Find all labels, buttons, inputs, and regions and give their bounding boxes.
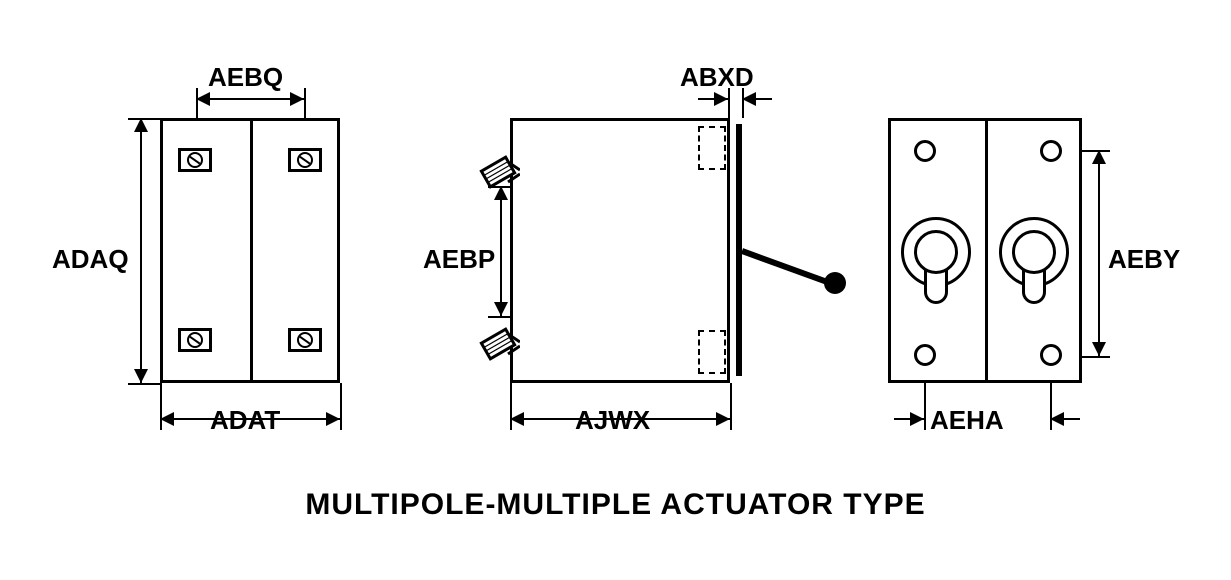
dim-label-aebq: AEBQ xyxy=(208,62,283,93)
mounting-hole xyxy=(1040,344,1062,366)
dim-aebp-line xyxy=(500,186,502,316)
front-view-split xyxy=(985,118,988,383)
dim-adat-line xyxy=(160,418,340,420)
dim-abxd-ext xyxy=(728,88,730,118)
toggle-knob-cap xyxy=(1012,230,1056,274)
dim-aebp-arrow xyxy=(494,302,508,316)
dim-ajwx-line xyxy=(510,418,730,420)
dim-aeby-line xyxy=(1098,150,1100,356)
dim-label-aeby: AEBY xyxy=(1108,244,1180,275)
dim-adat-arrow xyxy=(326,412,340,426)
dim-adat-ext xyxy=(340,383,342,430)
dim-adaq-line xyxy=(140,118,142,383)
mount-recess xyxy=(698,330,726,374)
dim-label-adaq: ADAQ xyxy=(52,244,129,275)
dim-ajwx-ext xyxy=(730,383,732,430)
dim-aeha-arrow xyxy=(1050,412,1064,426)
dim-adaq-ext xyxy=(128,383,160,385)
mounting-hole xyxy=(914,344,936,366)
side-view-outline xyxy=(510,118,730,383)
screw-terminal xyxy=(288,328,322,352)
dim-adaq-arrow xyxy=(134,369,148,383)
mounting-hole xyxy=(1040,140,1062,162)
toggle-lever xyxy=(741,248,830,285)
screw-terminal xyxy=(178,328,212,352)
screw-terminal xyxy=(288,148,322,172)
dim-aeby-arrow xyxy=(1092,150,1106,164)
dim-adat-arrow xyxy=(160,412,174,426)
rear-view-split xyxy=(250,118,253,383)
dim-label-aebp: AEBP xyxy=(423,244,495,275)
toggle-lever-ball xyxy=(824,272,846,294)
dim-aebp-ext xyxy=(488,316,512,318)
dim-ajwx-arrow xyxy=(510,412,524,426)
diagram-title: MULTIPOLE-MULTIPLE ACTUATOR TYPE xyxy=(0,488,1231,522)
dim-aebq-ext xyxy=(304,88,306,118)
dim-aeby-arrow xyxy=(1092,342,1106,356)
toggle-knob-cap xyxy=(914,230,958,274)
mount-recess xyxy=(698,126,726,170)
dim-aebp-arrow xyxy=(494,186,508,200)
dim-label-aeha: AEHA xyxy=(930,405,1004,436)
dim-abxd-arrow xyxy=(742,92,756,106)
dim-aeha-arrow xyxy=(910,412,924,426)
dim-aebq-arrow xyxy=(196,92,210,106)
dim-abxd-arrow xyxy=(714,92,728,106)
screw-terminal xyxy=(178,148,212,172)
dim-ajwx-arrow xyxy=(716,412,730,426)
dim-aebq-line xyxy=(196,98,304,100)
dim-label-adat: ADAT xyxy=(210,405,280,436)
dim-aeha-ext xyxy=(924,383,926,430)
rear-terminal-upper xyxy=(460,148,520,196)
dim-label-ajwx: AJWX xyxy=(575,405,650,436)
dim-aeby-ext xyxy=(1082,356,1110,358)
dim-adaq-arrow xyxy=(134,118,148,132)
dim-aebq-arrow xyxy=(290,92,304,106)
rear-terminal-lower xyxy=(460,320,520,368)
mounting-hole xyxy=(914,140,936,162)
